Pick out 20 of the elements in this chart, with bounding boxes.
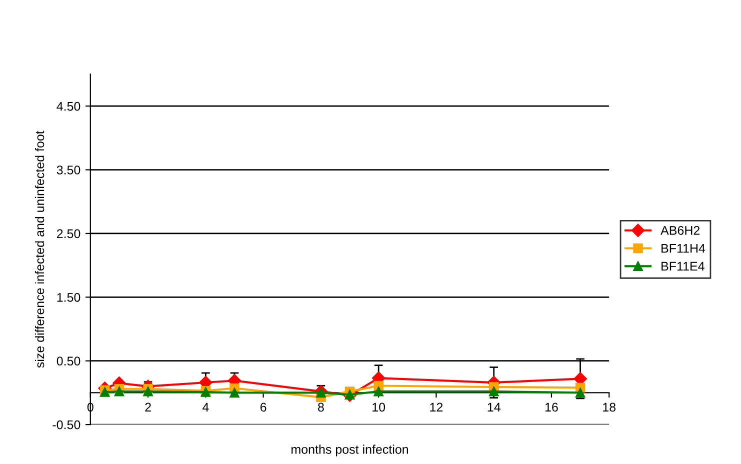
y-tick-label: 0.50 xyxy=(56,356,80,366)
y-tick-label: 4.50 xyxy=(56,102,80,111)
legend-label: BF11H4 xyxy=(662,244,706,253)
legend-label: BF11E4 xyxy=(662,262,704,271)
y-tick-label: 1.50 xyxy=(57,292,80,302)
y-axis-title: size difference infected and uninfected foot xyxy=(34,130,44,368)
x-tick-label: 12 xyxy=(430,402,443,412)
y-tick-label: -0.50 xyxy=(52,420,80,430)
legend-label: AB6H2 xyxy=(660,226,700,235)
x-tick-label: 4 xyxy=(202,402,209,412)
x-tick-label: 14 xyxy=(488,402,500,412)
y-tick-label: 3.50 xyxy=(56,166,80,174)
x-tick-label: 6 xyxy=(260,402,266,412)
x-tick-label: 2 xyxy=(145,402,151,412)
x-tick-label: 10 xyxy=(372,402,386,412)
x-tick-label: 18 xyxy=(603,402,616,412)
y-tick-label: 2.50 xyxy=(56,229,80,238)
x-axis-title: months post infection xyxy=(292,444,408,456)
x-tick-label: 16 xyxy=(545,402,558,412)
x-tick-label: 8 xyxy=(318,402,324,412)
